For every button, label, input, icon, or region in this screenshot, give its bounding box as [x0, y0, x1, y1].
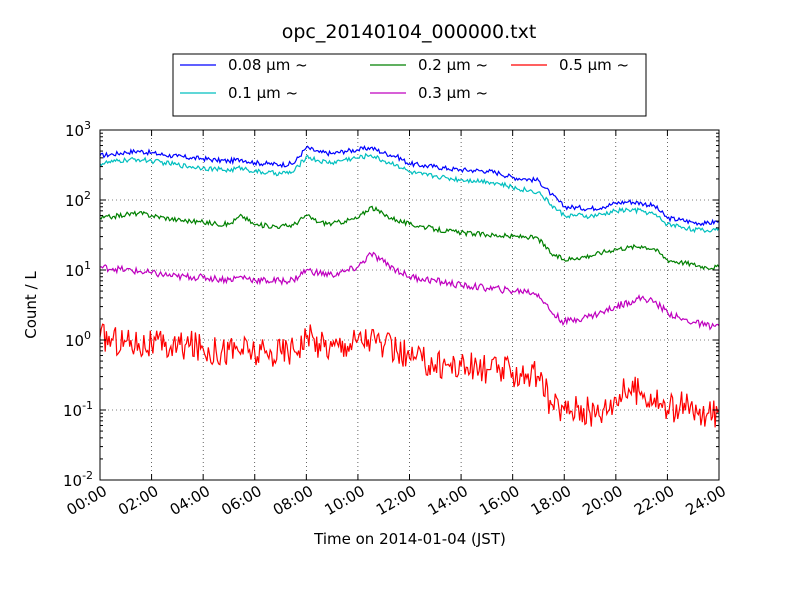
legend-label: 0.08 μm ~ — [228, 56, 308, 74]
legend-label: 0.5 μm ~ — [559, 56, 629, 74]
x-tick-label: 06:00 — [218, 482, 264, 519]
series-line — [99, 251, 720, 331]
axis-ticks — [99, 129, 720, 481]
series-line — [99, 152, 720, 234]
x-tick-label: 14:00 — [425, 482, 471, 519]
y-tick-label: 10-1 — [63, 399, 93, 420]
legend: 0.08 μm ~ 0.1 μm ~ 0.2 μm ~ 0.3 μm ~ 0.5 μm … — [172, 53, 647, 117]
series-line — [99, 205, 720, 271]
y-axis-label: Count / L — [22, 271, 40, 339]
chart-title: opc_20140104_000000.txt — [282, 21, 537, 43]
y-tick-label: 101 — [65, 259, 91, 280]
series-line — [99, 144, 720, 227]
y-tick-label: 102 — [65, 189, 91, 210]
x-tick-label: 08:00 — [270, 482, 316, 519]
x-tick-label: 18:00 — [528, 482, 574, 519]
gridlines — [100, 130, 719, 480]
x-tick-label: 16:00 — [476, 482, 522, 519]
legend-box — [172, 53, 647, 117]
x-tick-label: 04:00 — [167, 482, 213, 519]
x-tick-label: 12:00 — [373, 482, 419, 519]
y-tick-label: 100 — [65, 329, 91, 350]
x-tick-label: 24:00 — [683, 482, 729, 519]
series-lines — [99, 144, 720, 428]
x-tick-label: 02:00 — [115, 482, 161, 519]
x-axis-label: Time on 2014-01-04 (JST) — [313, 530, 506, 548]
legend-label: 0.1 μm ~ — [228, 84, 298, 102]
y-tick-label: 103 — [65, 119, 91, 140]
x-tick-label: 10:00 — [321, 482, 367, 519]
y-tick-labels: 10-2 10-1 100 101 102 103 — [63, 119, 93, 490]
x-tick-labels: 00:00 02:00 04:00 06:00 08:00 10:00 12:00 14:00… — [64, 482, 729, 519]
y-tick-label: 10-2 — [63, 469, 93, 490]
x-tick-label: 22:00 — [631, 482, 677, 519]
legend-label: 0.2 μm ~ — [418, 56, 488, 74]
x-tick-label: 20:00 — [579, 482, 625, 519]
series-line — [99, 323, 720, 428]
legend-label: 0.3 μm ~ — [418, 84, 488, 102]
